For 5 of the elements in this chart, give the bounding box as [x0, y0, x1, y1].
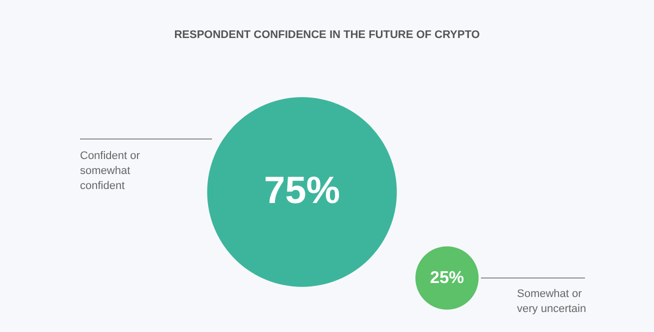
- data-label: 75%: [264, 170, 340, 212]
- text: RESPONDENT CONFIDENCE IN THE FUTURE OF CRYPTO: [174, 29, 480, 41]
- data-label: 25%: [430, 268, 464, 287]
- category-label: Somewhat or very uncertain: [517, 288, 586, 315]
- category-label: Confident or somewhat confident: [80, 150, 140, 192]
